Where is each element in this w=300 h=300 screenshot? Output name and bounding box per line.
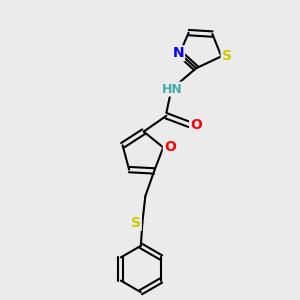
Text: N: N [172, 46, 184, 60]
Text: O: O [164, 140, 176, 154]
Text: S: S [222, 50, 232, 63]
Text: HN: HN [162, 82, 183, 96]
Text: S: S [131, 216, 141, 230]
Text: O: O [190, 118, 202, 132]
